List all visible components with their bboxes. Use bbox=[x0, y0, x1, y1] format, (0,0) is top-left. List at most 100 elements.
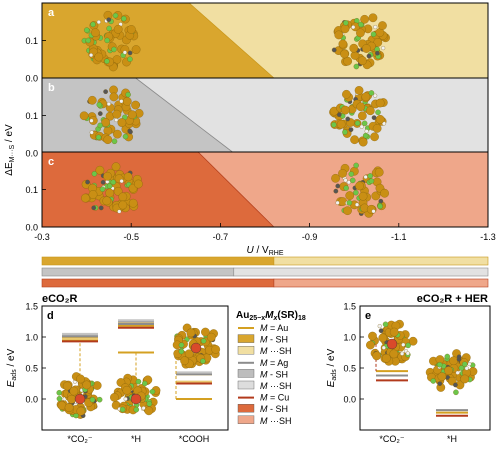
cluster-atom bbox=[378, 328, 384, 334]
cluster-atom bbox=[76, 406, 86, 416]
legend-swatch-box bbox=[237, 334, 255, 343]
cluster-atom bbox=[82, 380, 92, 390]
cluster-atom bbox=[149, 388, 156, 395]
cluster-atom bbox=[368, 13, 378, 23]
cluster-atom bbox=[381, 121, 387, 126]
cluster-atom bbox=[178, 348, 185, 355]
cluster-atom bbox=[122, 97, 132, 106]
cluster-atom bbox=[127, 50, 133, 56]
cluster-atom bbox=[128, 129, 133, 135]
cluster-atom bbox=[356, 102, 366, 112]
cluster-atom bbox=[76, 374, 85, 384]
cluster-atom bbox=[122, 50, 127, 55]
cluster-image bbox=[110, 373, 161, 416]
cluster-atom bbox=[362, 132, 369, 139]
cluster-atom bbox=[111, 46, 117, 53]
cluster-atom bbox=[464, 366, 469, 371]
cluster-atom bbox=[83, 27, 90, 33]
cluster-atom bbox=[94, 52, 104, 62]
cluster-atom bbox=[368, 90, 375, 96]
cluster-atom bbox=[146, 401, 153, 407]
region-bar-Cu-left bbox=[41, 278, 275, 288]
cluster-atom bbox=[131, 100, 140, 110]
cluster-atom bbox=[334, 30, 344, 40]
cluster-atom bbox=[449, 356, 458, 366]
cluster-atom bbox=[368, 178, 375, 184]
cluster-image bbox=[331, 162, 389, 218]
e-y-tick-label: 1.5 bbox=[343, 302, 356, 312]
cluster-atom bbox=[456, 354, 462, 360]
cluster-atom bbox=[358, 56, 367, 65]
cluster-atom bbox=[134, 179, 143, 189]
cluster-atom bbox=[357, 111, 367, 121]
x-tick-label: -1.3 bbox=[480, 232, 496, 242]
cluster-image bbox=[79, 85, 144, 145]
cluster-atom bbox=[103, 171, 112, 181]
panel-label-c: c bbox=[48, 156, 54, 168]
cluster-atom bbox=[119, 406, 126, 413]
cluster-atom bbox=[100, 179, 106, 185]
cluster-atom bbox=[105, 188, 115, 198]
cluster-atom bbox=[333, 188, 339, 194]
cluster-center-atom bbox=[74, 393, 86, 405]
x-tick-label: -0.3 bbox=[34, 232, 50, 242]
d-y-tick-label: 1.5 bbox=[25, 302, 38, 312]
legend-swatch-box bbox=[237, 404, 255, 413]
cluster-image bbox=[172, 323, 221, 369]
x-axis-label: U / VRHE bbox=[246, 245, 283, 257]
cluster-atom bbox=[67, 394, 76, 404]
cluster-atom bbox=[128, 198, 138, 208]
legend-entry-text: M - SH bbox=[260, 404, 288, 414]
legend-swatch-box bbox=[237, 346, 255, 355]
e-y-tick-label: 0.5 bbox=[343, 364, 356, 374]
cluster-atom bbox=[363, 174, 368, 180]
cluster-atom bbox=[113, 24, 123, 34]
y-tick-label: 0.0 bbox=[25, 223, 38, 233]
cluster-atom bbox=[436, 361, 443, 368]
cluster-atom bbox=[69, 386, 79, 396]
cluster-atom bbox=[131, 45, 141, 54]
region-bar-Ag-right bbox=[233, 267, 489, 277]
cluster-atom bbox=[338, 197, 347, 206]
cluster-atom bbox=[455, 370, 460, 375]
region-bar-Ag-left bbox=[41, 267, 235, 277]
cluster-atom bbox=[331, 173, 340, 183]
cluster-atom bbox=[200, 358, 206, 364]
cluster-atom bbox=[377, 324, 382, 329]
y-tick-label: 0.0 bbox=[25, 149, 38, 159]
cluster-atom bbox=[125, 91, 131, 98]
cluster-atom bbox=[368, 331, 377, 341]
region-label-right: eCO₂R + HER bbox=[417, 293, 488, 305]
x-tick-label: -1.1 bbox=[391, 232, 407, 242]
cluster-image bbox=[329, 86, 388, 147]
d-y-tick-label: 1.0 bbox=[25, 333, 38, 343]
cluster-atom bbox=[127, 110, 137, 120]
cluster-atom bbox=[345, 116, 351, 122]
cluster-atom bbox=[356, 28, 365, 38]
cluster-atom bbox=[437, 381, 443, 386]
legend-entry-text: M = Ag bbox=[260, 358, 288, 368]
cluster-atom bbox=[342, 89, 351, 99]
cluster-atom bbox=[335, 200, 340, 205]
cluster-atom bbox=[458, 365, 465, 371]
cluster-atom bbox=[340, 105, 350, 115]
cluster-atom bbox=[118, 192, 128, 202]
cluster-atom bbox=[95, 134, 102, 141]
cluster-atom bbox=[358, 191, 368, 201]
cluster-atom bbox=[106, 25, 112, 32]
cluster-atom bbox=[345, 191, 355, 200]
y-tick-label: 0.1 bbox=[25, 111, 38, 121]
cluster-atom bbox=[118, 200, 128, 210]
cluster-atom bbox=[110, 179, 117, 185]
cluster-atom bbox=[97, 111, 103, 116]
cluster-atom bbox=[96, 101, 103, 108]
cluster-atom bbox=[378, 333, 388, 343]
cluster-atom bbox=[355, 181, 364, 191]
cluster-atom bbox=[355, 202, 360, 207]
x-tick-label: -0.5 bbox=[123, 232, 139, 242]
panel-label-d: d bbox=[47, 310, 54, 322]
legend-entry-text: M ···SH bbox=[260, 381, 292, 391]
cluster-atom bbox=[200, 338, 207, 344]
cluster-atom bbox=[373, 93, 378, 98]
cluster-atom bbox=[346, 200, 353, 206]
